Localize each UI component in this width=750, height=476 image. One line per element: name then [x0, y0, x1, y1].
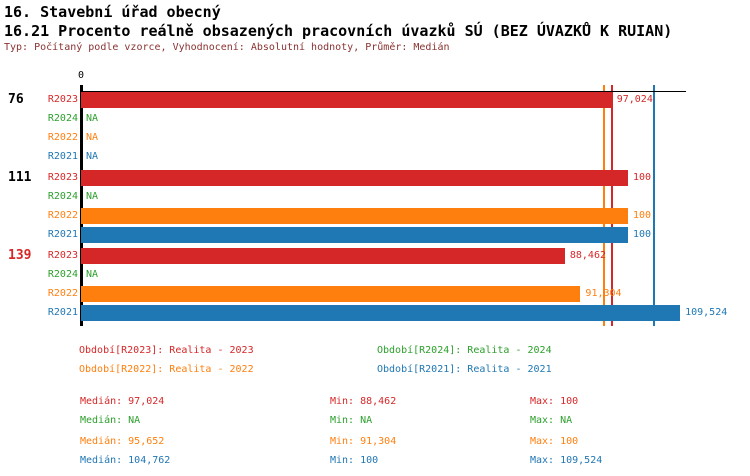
- row-label-76-r2024: R2024: [47, 113, 78, 124]
- bar-value-111-r2022: 100: [633, 210, 652, 221]
- bar-111-r2021: [81, 227, 628, 243]
- stat-min-r2021: Min: 100: [330, 455, 379, 466]
- stat-max-r2022: Max: 100: [530, 436, 579, 447]
- bar-value-111-r2021: 100: [633, 229, 652, 240]
- row-label-139-r2021: R2021: [47, 307, 78, 318]
- bar-value-na-76-r2022: NA: [86, 132, 99, 143]
- bar-value-na-76-r2024: NA: [86, 113, 99, 124]
- median-guide-line-r2022: [603, 85, 606, 326]
- row-label-76-r2021: R2021: [47, 151, 78, 162]
- bar-value-na-111-r2024: NA: [86, 191, 99, 202]
- group-label-76: 76: [8, 92, 24, 107]
- row-label-76-r2022: R2022: [47, 132, 78, 143]
- bar-value-139-r2023: 88,462: [569, 250, 606, 261]
- bar-76-r2023: [81, 92, 612, 108]
- stat-max-r2023: Max: 100: [530, 396, 579, 407]
- legend-item-r2023: Období[R2023]: Realita - 2023: [79, 345, 254, 356]
- stat-median-r2021: Medián: 104,762: [80, 455, 171, 466]
- row-label-76-r2023: R2023: [47, 94, 78, 105]
- group-label-111: 111: [8, 170, 32, 185]
- row-label-111-r2021: R2021: [47, 229, 78, 240]
- row-label-139-r2022: R2022: [47, 288, 78, 299]
- stat-median-r2022: Medián: 95,652: [80, 436, 165, 447]
- stat-max-r2021: Max: 109,524: [530, 455, 603, 466]
- bar-139-r2021: [81, 305, 681, 321]
- bar-value-na-139-r2024: NA: [86, 269, 99, 280]
- legend-item-r2024: Období[R2024]: Realita - 2024: [377, 345, 552, 356]
- x-axis-zero-label: 0: [77, 70, 85, 81]
- x-axis-top-line: [81, 90, 686, 92]
- bar-139-r2022: [81, 286, 581, 302]
- legend-item-r2022: Období[R2022]: Realita - 2022: [79, 364, 254, 375]
- bar-value-76-r2023: 97,024: [616, 94, 653, 105]
- stat-median-r2023: Medián: 97,024: [80, 396, 165, 407]
- bar-111-r2023: [81, 170, 628, 186]
- stat-min-r2024: Min: NA: [330, 415, 373, 426]
- y-axis-line: [79, 85, 83, 326]
- row-label-111-r2024: R2024: [47, 191, 78, 202]
- group-label-139: 139: [8, 248, 32, 263]
- row-label-111-r2023: R2023: [47, 172, 78, 183]
- report-section-title: 16. Stavební úřad obecný: [4, 3, 221, 21]
- bar-value-139-r2021: 109,524: [685, 307, 728, 318]
- legend-item-r2021: Období[R2021]: Realita - 2021: [377, 364, 552, 375]
- stat-median-r2024: Medián: NA: [80, 415, 141, 426]
- bar-139-r2023: [81, 248, 565, 264]
- indicator-meta-line: Typ: Počítaný podle vzorce, Vyhodnocení:…: [4, 42, 450, 53]
- bar-value-na-76-r2021: NA: [86, 151, 99, 162]
- row-label-139-r2023: R2023: [47, 250, 78, 261]
- bar-value-111-r2023: 100: [633, 172, 652, 183]
- median-guide-line-r2021: [653, 85, 656, 326]
- median-guide-line-r2023: [610, 85, 613, 326]
- indicator-title: 16.21 Procento reálně obsazených pracovn…: [4, 22, 673, 40]
- stat-max-r2024: Max: NA: [530, 415, 573, 426]
- bar-value-139-r2022: 91,304: [585, 288, 622, 299]
- row-label-139-r2024: R2024: [47, 269, 78, 280]
- bar-111-r2022: [81, 208, 628, 224]
- stat-min-r2023: Min: 88,462: [330, 396, 397, 407]
- row-label-111-r2022: R2022: [47, 210, 78, 221]
- stat-min-r2022: Min: 91,304: [330, 436, 397, 447]
